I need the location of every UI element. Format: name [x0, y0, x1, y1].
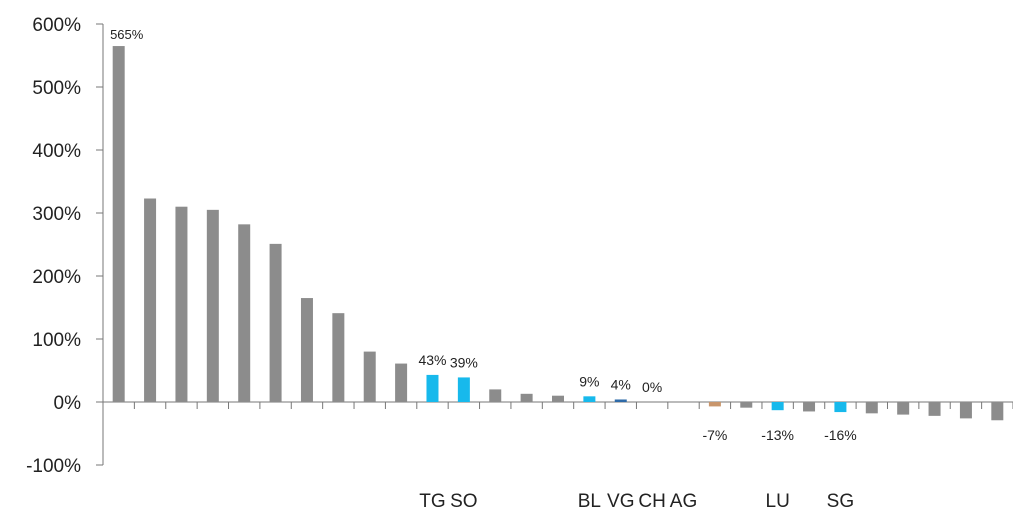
category-labels: TG SO BL VG CH AG LU SG [419, 491, 854, 509]
bar [771, 402, 784, 411]
bar [300, 298, 313, 402]
bar [332, 313, 345, 402]
y-tick-label: -100% [26, 456, 81, 477]
y-tick-label: 200% [32, 267, 81, 288]
bar [708, 402, 721, 407]
bar [520, 393, 533, 402]
category-label: AG [670, 491, 697, 509]
bar [426, 374, 439, 402]
category-label: SO [450, 491, 477, 509]
bar [457, 377, 470, 402]
data-label: -16% [824, 427, 857, 443]
bar [112, 46, 125, 403]
axes: 600% 500% 400% 300% 200% 100% 0% -100% [26, 15, 1013, 477]
bar [206, 209, 219, 402]
data-label: 4% [611, 376, 631, 392]
data-labels: 565% 43% 39% 9% 4% 0% -7% -13% -16% [110, 27, 857, 443]
data-label: -7% [702, 427, 727, 443]
data-label: 9% [579, 373, 599, 389]
category-label: BL [578, 491, 601, 509]
bar [238, 224, 251, 402]
bar [928, 402, 941, 416]
bar [395, 363, 408, 402]
bar [959, 402, 972, 419]
category-label: CH [638, 491, 665, 509]
y-tick-label: 400% [32, 141, 81, 162]
data-label: -13% [761, 427, 794, 443]
category-label: VG [607, 491, 634, 509]
y-tick-label: 600% [32, 15, 81, 36]
category-label: LU [766, 491, 790, 509]
bar [489, 389, 502, 402]
data-label: 565% [110, 27, 144, 42]
bar [614, 399, 627, 402]
bar [834, 402, 847, 413]
y-tick-label: 500% [32, 78, 81, 99]
bars [112, 46, 1004, 421]
bar [363, 351, 376, 402]
bar [865, 402, 878, 414]
bar [897, 402, 910, 415]
bar [552, 395, 564, 402]
bar [803, 402, 816, 412]
bar [740, 402, 753, 408]
bar [583, 396, 596, 402]
bar [991, 402, 1004, 421]
data-label: 43% [418, 352, 446, 368]
bar [175, 206, 188, 402]
category-label: TG [419, 491, 445, 509]
y-tick-label: 100% [32, 330, 81, 351]
bar [269, 243, 282, 402]
data-label: 39% [450, 354, 478, 370]
bar [144, 198, 157, 402]
data-label: 0% [642, 379, 662, 395]
category-label: SG [827, 491, 854, 509]
y-tick-label: 300% [32, 204, 81, 225]
y-tick-label: 0% [54, 393, 82, 414]
